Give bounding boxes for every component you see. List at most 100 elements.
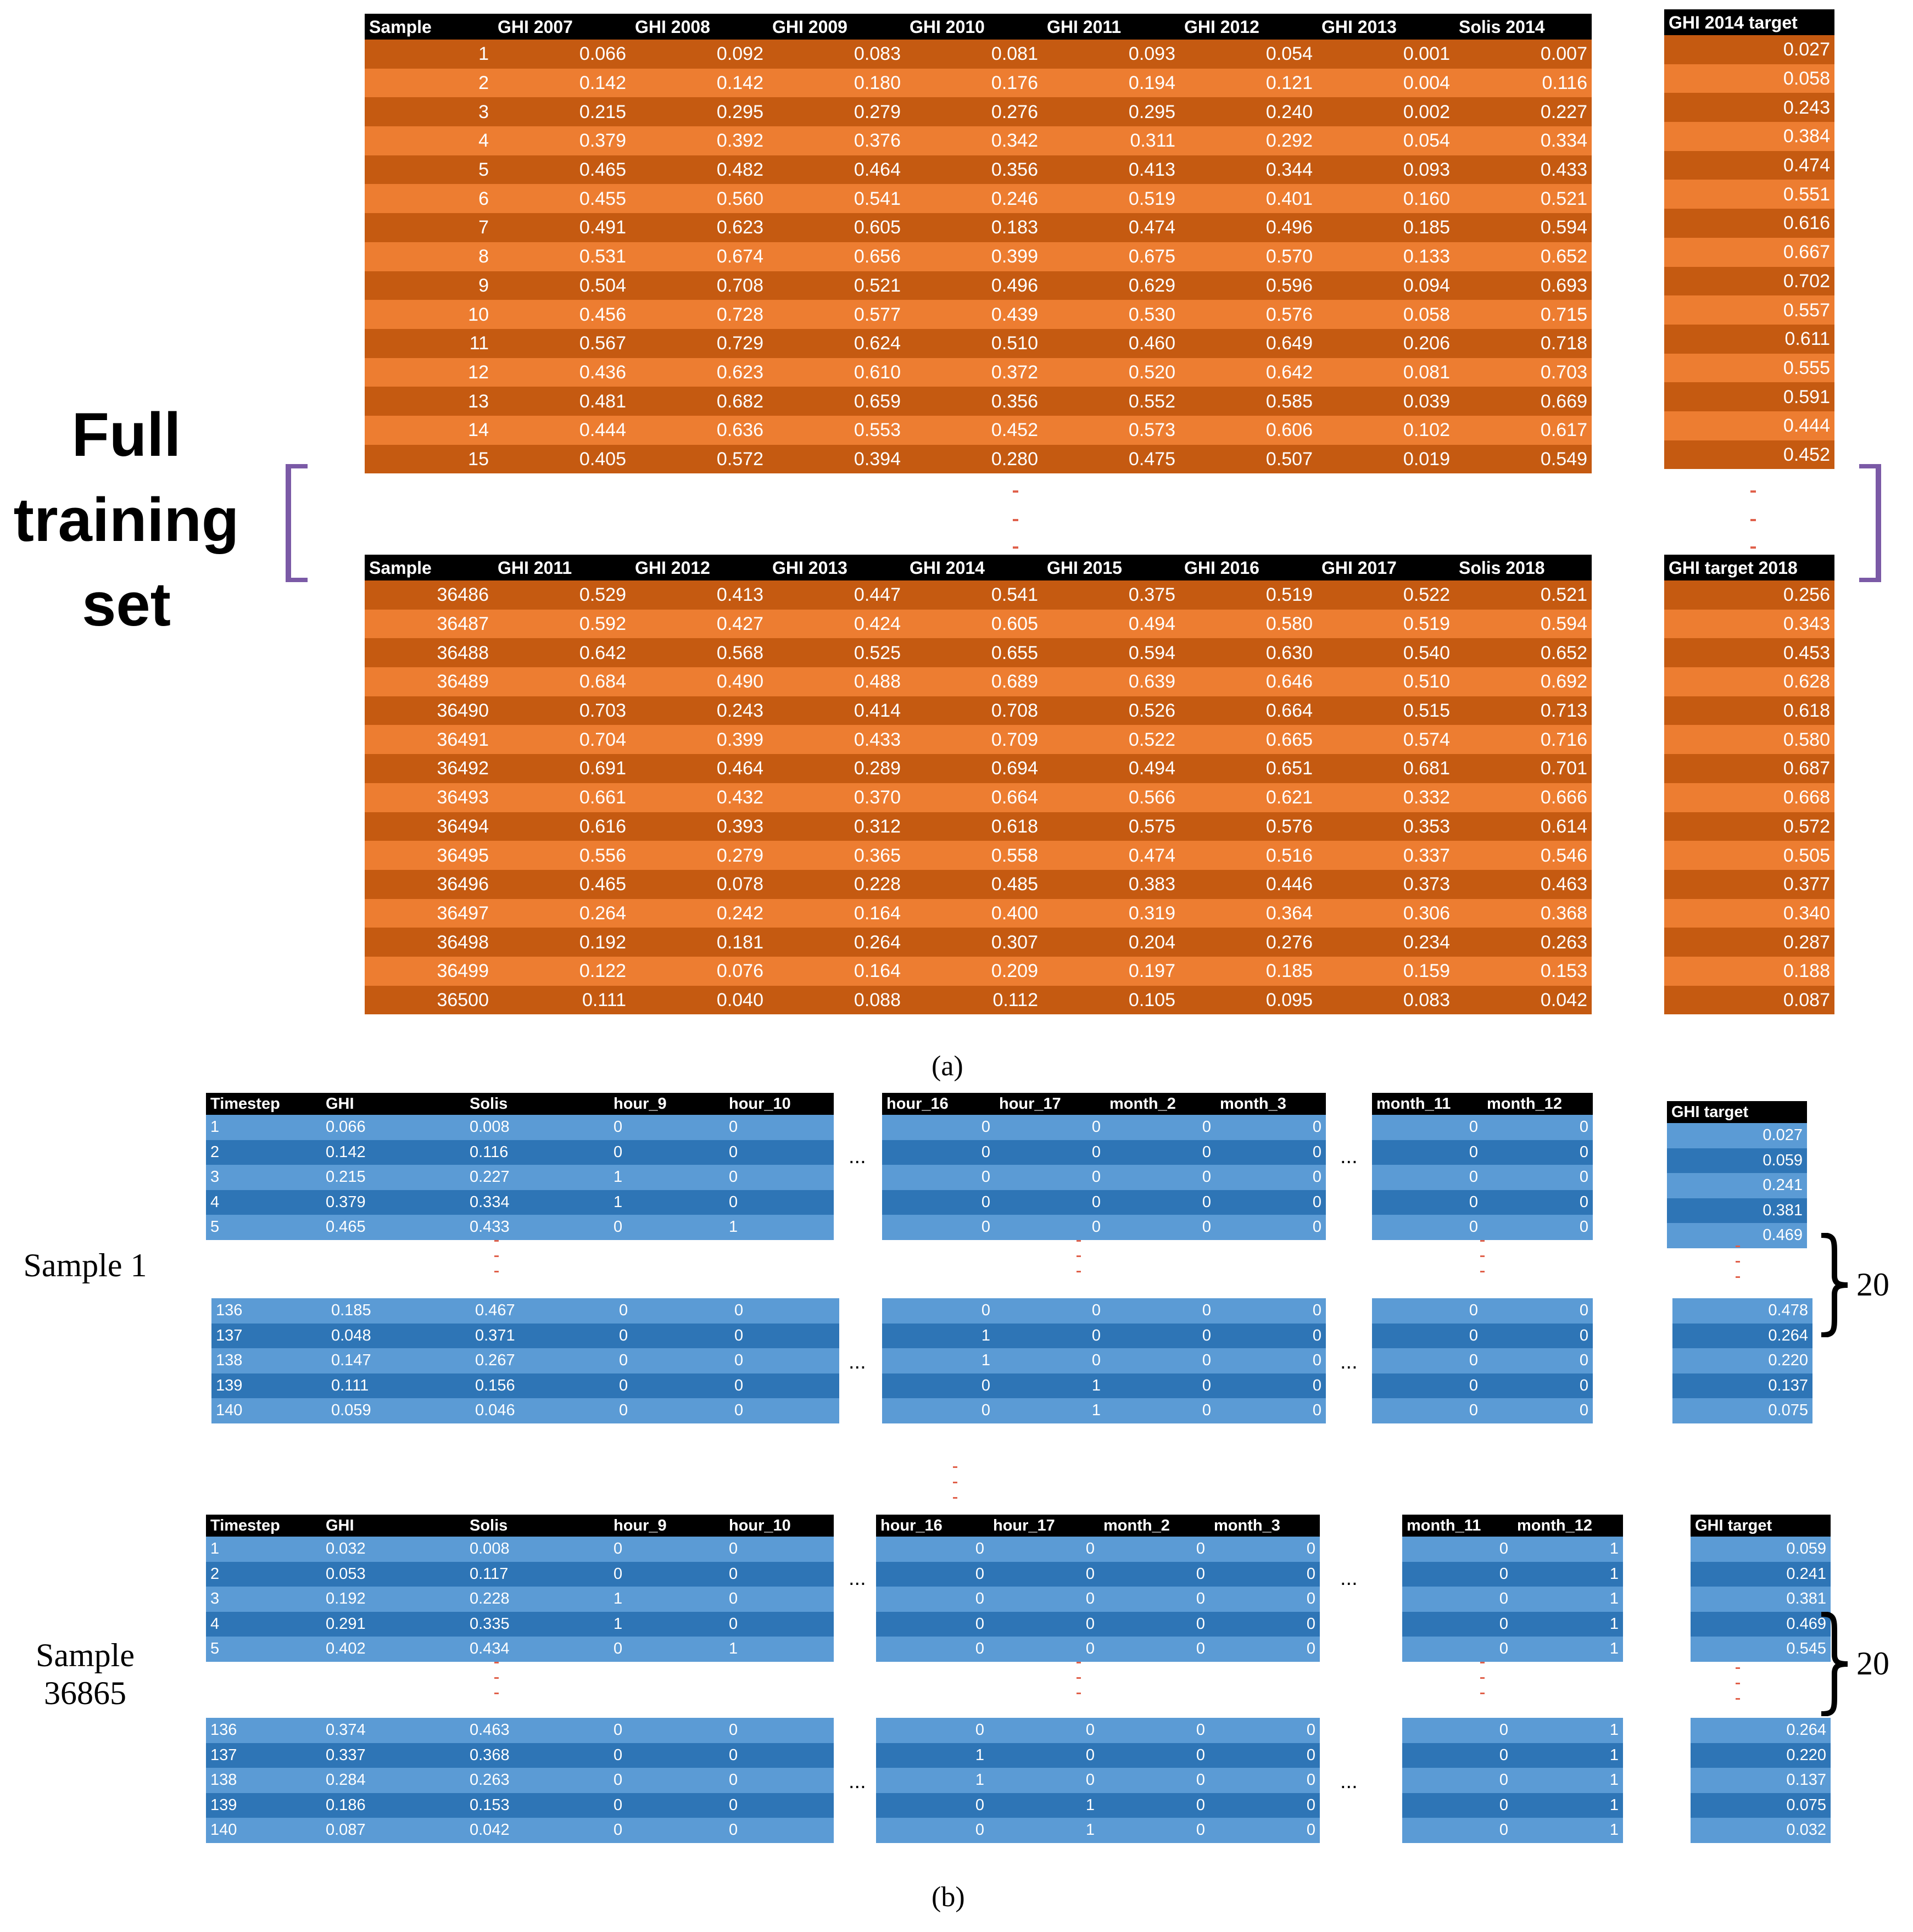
table-cell: 0.001 <box>1317 40 1454 69</box>
table-cell: 0 <box>1372 1215 1482 1240</box>
table-cell: 36490 <box>365 696 493 725</box>
table-cell: 0.433 <box>768 725 905 755</box>
table-cell: 0 <box>1209 1768 1320 1793</box>
training-table-last: Sample GHI 2011 GHI 2012 GHI 2013 GHI 2014 GH… <box>365 555 1592 1015</box>
table-cell: 3 <box>206 1587 321 1612</box>
table-cell: 0.507 <box>1180 444 1317 474</box>
table-row: 36493 0.661 0.432 0.370 0.664 0.566 0.621 0.332… <box>365 783 1592 812</box>
table-cell: 0.066 <box>493 40 631 69</box>
target-row: 0.551 <box>1664 180 1834 209</box>
table-cell: 1 <box>724 1215 834 1240</box>
column-header: GHI 2013 <box>768 555 905 580</box>
table-cell: 0.372 <box>905 358 1042 387</box>
table-cell: 140 <box>206 1818 321 1843</box>
table-cell: 0.342 <box>905 126 1042 155</box>
table-cell: 0.642 <box>493 638 631 668</box>
table-cell: 0.263 <box>465 1768 609 1793</box>
target-row: 0.343 <box>1664 609 1834 639</box>
table-cell: 0.592 <box>493 609 631 639</box>
table-cell: 0.400 <box>905 898 1042 928</box>
table-row: 140 0.087 0.042 0 0 <box>206 1818 834 1843</box>
table-cell: 0.494 <box>1042 609 1180 639</box>
table-cell: 0 <box>995 1165 1105 1190</box>
target-row: 0.557 <box>1664 295 1834 325</box>
table-cell: 0.433 <box>465 1215 609 1240</box>
horizontal-ellipsis: ... <box>1340 1770 1358 1793</box>
table-cell: 0.520 <box>1042 358 1180 387</box>
table-header-row: month_11 month_12 <box>1372 1093 1593 1115</box>
table-cell: 1 <box>989 1793 1099 1818</box>
table-cell: 0.639 <box>1042 667 1180 696</box>
table-cell: 0 <box>1482 1373 1593 1398</box>
table-cell: 0.664 <box>1180 696 1317 725</box>
table-cell: 1 <box>882 1348 995 1373</box>
table-cell: 0.485 <box>905 869 1042 899</box>
table-cell: 0.319 <box>1042 898 1180 928</box>
table-cell: 8 <box>365 242 493 271</box>
table-cell: 0 <box>1402 1537 1513 1562</box>
table-cell: 0.614 <box>1454 812 1592 841</box>
table-cell: 2 <box>365 68 493 98</box>
table-cell: 0.519 <box>1042 184 1180 214</box>
table-cell: 0.194 <box>1042 68 1180 98</box>
target-cell: 0.384 <box>1664 122 1834 151</box>
table-cell: 0.032 <box>1691 1818 1831 1843</box>
table-cell: 0.444 <box>493 415 631 445</box>
table-cell: 0.307 <box>905 928 1042 957</box>
table-cell: 0.164 <box>768 956 905 986</box>
table-row: 5 0.402 0.434 0 1 <box>206 1637 834 1662</box>
table-row: 0.264 <box>1691 1718 1831 1743</box>
table-cell: 0 <box>1099 1561 1209 1587</box>
table-cell: 0.048 <box>327 1323 471 1348</box>
table-cell: 0 <box>1372 1115 1482 1140</box>
table-cell: 0.137 <box>1691 1768 1831 1793</box>
table-cell: 0.558 <box>905 841 1042 870</box>
table-cell: 0 <box>609 1537 724 1562</box>
table-cell: 0.402 <box>321 1637 465 1662</box>
table-cell: 0 <box>989 1718 1099 1743</box>
table-cell: 0.185 <box>1180 956 1317 986</box>
table-cell: 0.102 <box>1317 415 1454 445</box>
table-cell: 0.332 <box>1317 783 1454 812</box>
table-cell: 0.180 <box>768 68 905 98</box>
table-row: 12 0.436 0.623 0.610 0.372 0.520 0.642 0.081 0.7… <box>365 358 1592 387</box>
table-cell: 0 <box>724 1537 834 1562</box>
table-row: 36491 0.704 0.399 0.433 0.709 0.522 0.665 0.574… <box>365 725 1592 755</box>
table-cell: 0.007 <box>1454 40 1592 69</box>
target-row: 0.687 <box>1664 754 1834 783</box>
table-cell: 0 <box>1209 1637 1320 1662</box>
table-cell: 0 <box>1209 1587 1320 1612</box>
table-row: 0.027 <box>1667 1123 1807 1148</box>
table-cell: 0.446 <box>1180 869 1317 899</box>
table-cell: 0.652 <box>1454 638 1592 668</box>
table-cell: 0.577 <box>768 300 905 329</box>
table-row: 36499 0.122 0.076 0.164 0.209 0.197 0.185 0.159… <box>365 956 1592 986</box>
table-cell: 0 <box>995 1140 1105 1165</box>
table-row: 139 0.111 0.156 0 0 <box>211 1373 839 1398</box>
table-cell: 1 <box>609 1190 724 1215</box>
table-cell: 0.142 <box>321 1140 465 1165</box>
table-cell: 0 <box>724 1190 834 1215</box>
table-cell: 1 <box>1513 1637 1623 1662</box>
table-cell: 1 <box>876 1743 989 1768</box>
table-cell: 0.629 <box>1042 271 1180 300</box>
table-cell: 0.434 <box>465 1637 609 1662</box>
table-cell: 0.646 <box>1180 667 1317 696</box>
target-row: 0.616 <box>1664 209 1834 238</box>
table-cell: 0 <box>730 1348 839 1373</box>
table-row: 9 0.504 0.708 0.521 0.496 0.629 0.596 0.094 0.69… <box>365 271 1592 300</box>
table-cell: 0.295 <box>631 97 768 127</box>
table-cell: 0.137 <box>1672 1373 1812 1398</box>
table-cell: 0.088 <box>768 985 905 1015</box>
table-cell: 0.649 <box>1180 328 1317 358</box>
table-cell: 0.576 <box>1180 812 1317 841</box>
table-cell: 0 <box>1099 1793 1209 1818</box>
table-cell: 0 <box>609 1743 724 1768</box>
table-row: 4 0.291 0.335 1 0 <box>206 1611 834 1637</box>
